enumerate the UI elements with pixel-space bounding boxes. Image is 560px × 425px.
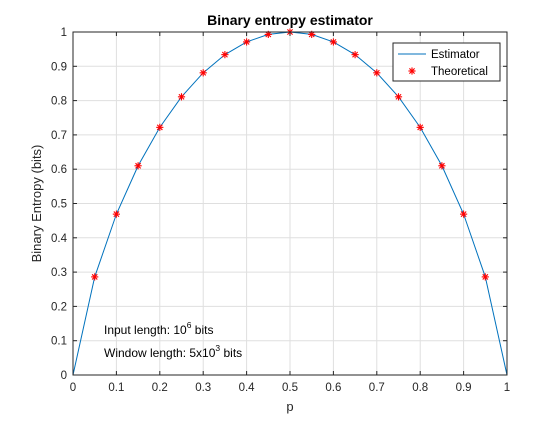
legend-box (392, 42, 501, 82)
legend-theoretical-label: Theoretical (431, 66, 488, 78)
x-tick-label: 1 (504, 382, 510, 394)
legend-estimator-label: Estimator (431, 49, 480, 61)
annotation-input-length: Input length: 106 bits (104, 320, 213, 337)
x-tick-label: 0.7 (369, 382, 385, 394)
theoretical-point (416, 123, 424, 131)
theoretical-point (329, 38, 337, 46)
y-tick-label: 0.5 (51, 199, 67, 211)
theoretical-point (481, 273, 489, 281)
x-tick-label: 0.3 (195, 382, 211, 394)
y-tick-label: 0.1 (51, 336, 67, 348)
y-tick-label: 1 (61, 27, 67, 39)
theoretical-point (112, 210, 120, 218)
theoretical-point (91, 273, 99, 281)
x-tick-label: 0.5 (282, 382, 298, 394)
axis-ticks: 0 0.1 0.2 0.3 0.4 0.5 0.6 0.7 0.8 0.9 1 0 0.1 0.2 0.3 0… (51, 27, 510, 394)
y-tick-label: 0.2 (51, 301, 67, 313)
y-tick-label: 0.8 (51, 96, 67, 108)
theoretical-point (351, 51, 359, 59)
x-tick-label: 0.2 (152, 382, 168, 394)
theoretical-point (373, 69, 381, 77)
annotation-window-length: Window length: 5x103 bits (104, 343, 242, 360)
x-tick-label: 0.9 (456, 382, 472, 394)
legend: Estimator Theoretical (392, 42, 501, 82)
annotation-window-length-text: Window length: 5x103 bits (104, 343, 242, 360)
y-tick-label: 0.4 (51, 233, 68, 245)
theoretical-point (394, 93, 403, 101)
theoretical-point (156, 123, 164, 131)
chart-title: Binary entropy estimator (207, 12, 373, 28)
y-tick-label: 0.3 (51, 267, 67, 279)
theoretical-point (199, 69, 207, 77)
x-tick-label: 0.8 (412, 382, 428, 394)
legend-asterisk-icon (408, 67, 416, 75)
y-tick-label: 0.6 (51, 164, 67, 176)
theoretical-point (177, 93, 186, 101)
theoretical-point (460, 210, 468, 218)
x-tick-label: 0 (70, 382, 76, 394)
theoretical-point (243, 38, 251, 46)
x-tick-label: 0.1 (108, 382, 124, 394)
y-axis-label: Binary Entropy (bits) (29, 145, 44, 263)
y-tick-label: 0 (61, 370, 67, 382)
y-tick-label: 0.9 (51, 61, 67, 73)
y-tick-label: 0.7 (51, 130, 67, 142)
plot-series (72, 28, 508, 376)
theoretical-point (134, 162, 142, 170)
x-tick-label: 0.6 (325, 382, 341, 394)
annotation-input-length-text: Input length: 106 bits (104, 320, 213, 337)
x-axis-label: p (286, 399, 293, 414)
theoretical-point (221, 51, 229, 59)
theoretical-point (438, 162, 446, 170)
x-tick-label: 0.4 (239, 382, 256, 394)
legend-theoretical-marker (408, 67, 416, 75)
